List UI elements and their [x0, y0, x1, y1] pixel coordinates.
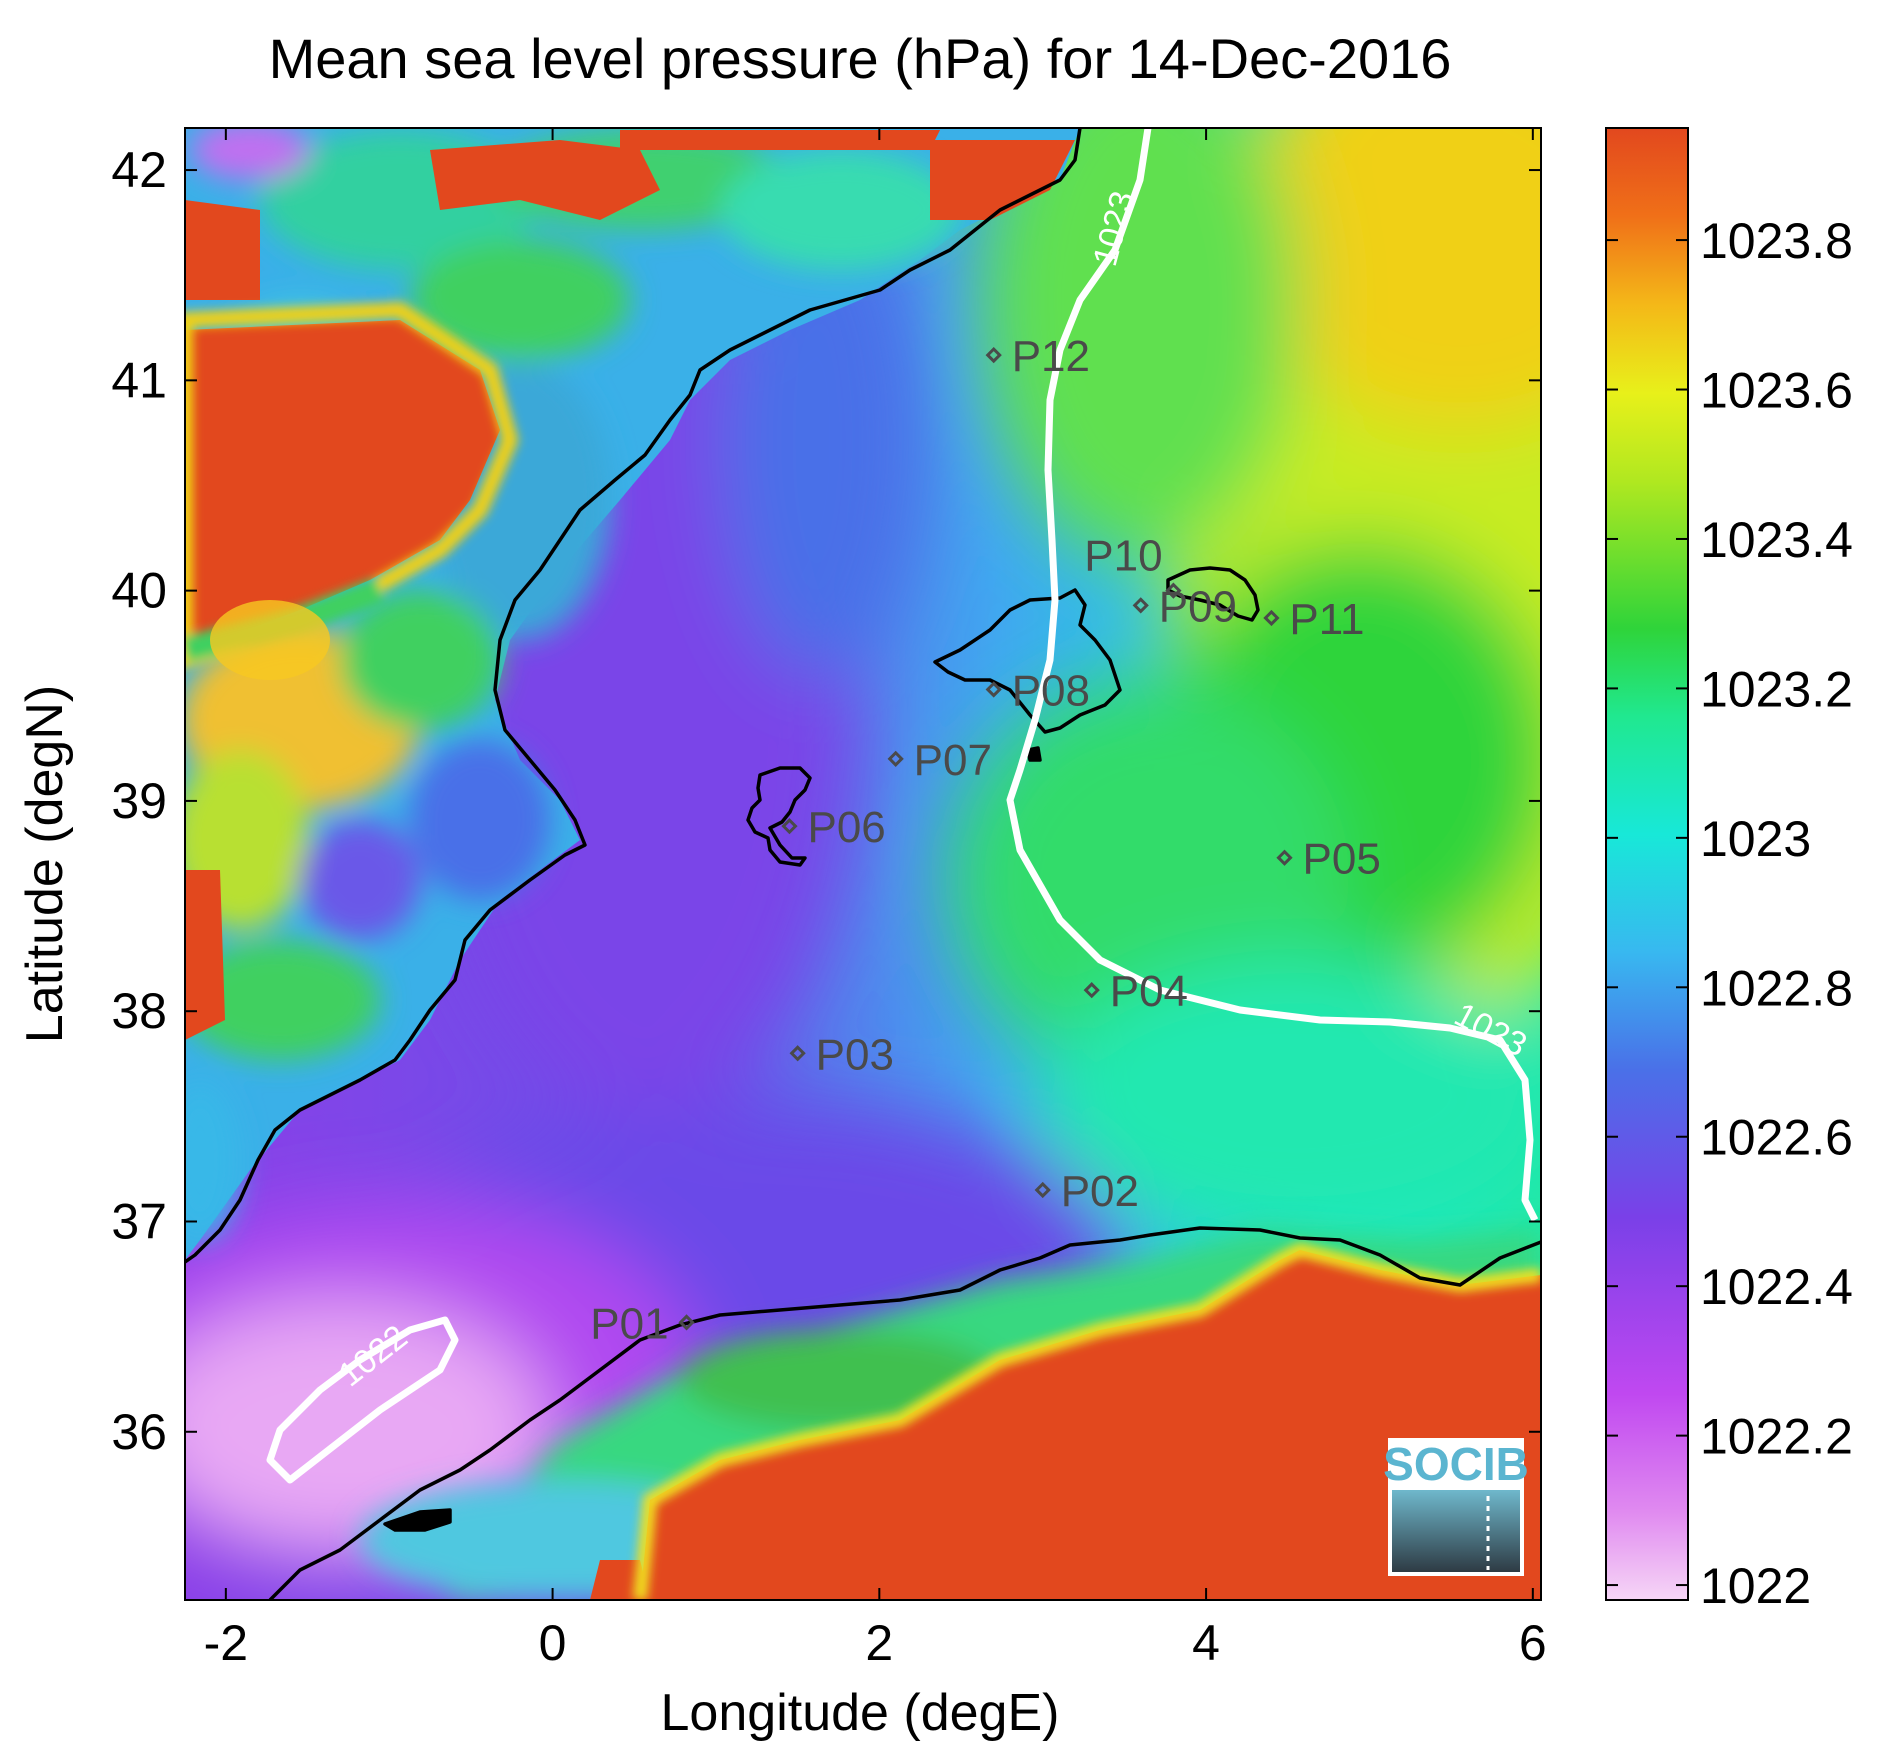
contour-1023	[1006, 128, 1539, 1222]
colorbar-ticks: 1022 1022.2 1022.4 1022.6 1022.8 1023 1023.2 10…	[1606, 213, 1853, 1614]
colorbar-tick-label: 1022.2	[1700, 1409, 1853, 1465]
station-label: P10	[1084, 532, 1162, 581]
chart-title: Mean sea level pressure (hPa) for 14-Dec…	[269, 27, 1452, 90]
x-tick-label: 2	[865, 1615, 893, 1671]
station-marker	[1276, 849, 1293, 866]
algeria-land-field	[360, 1230, 1541, 1600]
colorbar-tick-label: 1022.8	[1700, 960, 1853, 1016]
y-axis-label: Latitude (degN)	[16, 685, 74, 1043]
station-marker	[1034, 1181, 1051, 1199]
iberia-land-field	[185, 128, 1080, 1260]
colorbar-tick-label: 1023.2	[1700, 661, 1853, 717]
colorbar-tick-label: 1023.4	[1700, 512, 1853, 568]
station-marker	[678, 1314, 695, 1331]
station-marker	[1132, 597, 1149, 614]
station-marker	[887, 750, 904, 767]
contour-lines	[266, 128, 1539, 1484]
map-plot-area: 1023 1023 1022 P01P02P03P04P05P06P07P08P…	[185, 128, 1541, 1600]
y-tick-label: 39	[111, 773, 167, 829]
x-tick-label: 6	[1519, 1615, 1547, 1671]
station-label: P08	[1012, 666, 1090, 715]
colorbar-tick-label: 1023	[1700, 811, 1811, 867]
contour-1022	[266, 1316, 459, 1484]
colorbar-tick-label: 1023.6	[1700, 363, 1853, 419]
colorbar: 1022 1022.2 1022.4 1022.6 1022.8 1023 1023.2 10…	[1605, 127, 1853, 1614]
station-label: P04	[1110, 967, 1188, 1016]
station-label: P11	[1289, 595, 1364, 644]
colorbar-tick-label: 1022	[1700, 1558, 1811, 1614]
y-tick-label: 41	[111, 352, 167, 408]
colorbar-tick-label: 1023.8	[1700, 213, 1853, 269]
logo-text: SOCIB	[1383, 1438, 1529, 1490]
station-marker	[789, 1045, 806, 1062]
station-label: P02	[1061, 1167, 1139, 1216]
x-tick-label: -2	[204, 1615, 248, 1671]
y-tick-label: 37	[111, 1193, 167, 1249]
station-marker	[985, 346, 1002, 364]
x-axis-label: Longitude (degE)	[661, 1684, 1060, 1742]
y-tick-label: 36	[111, 1404, 167, 1460]
station-label: P09	[1159, 582, 1237, 631]
station-label: P01	[590, 1299, 668, 1348]
station-label: P07	[914, 736, 992, 785]
colorbar-tick-label: 1022.4	[1700, 1259, 1853, 1315]
station-marker	[1083, 982, 1100, 999]
colorbar-gradient	[1605, 127, 1689, 1601]
x-tick-label: 4	[1192, 1615, 1220, 1671]
station-marker	[1165, 582, 1182, 599]
y-axis: 36 37 38 39 40 41 42	[111, 142, 1541, 1460]
map-frame	[184, 127, 1542, 1601]
y-tick-label: 40	[111, 563, 167, 619]
station-label: P03	[816, 1030, 894, 1079]
y-tick-label: 38	[111, 983, 167, 1039]
station-label: P06	[807, 803, 885, 852]
x-tick-label: 0	[539, 1615, 567, 1671]
x-axis: -2 0 2 4 6	[204, 128, 1547, 1671]
colorbar-tick-label: 1022.6	[1700, 1110, 1853, 1166]
station-marker	[1263, 609, 1280, 627]
station-label: P12	[1012, 332, 1090, 381]
station-marker	[781, 818, 798, 835]
y-tick-label: 42	[111, 142, 167, 198]
station-label: P05	[1303, 835, 1381, 884]
socib-logo: SOCIB	[1383, 1438, 1529, 1576]
coastline	[185, 128, 1541, 1600]
station-marker	[985, 681, 1002, 698]
